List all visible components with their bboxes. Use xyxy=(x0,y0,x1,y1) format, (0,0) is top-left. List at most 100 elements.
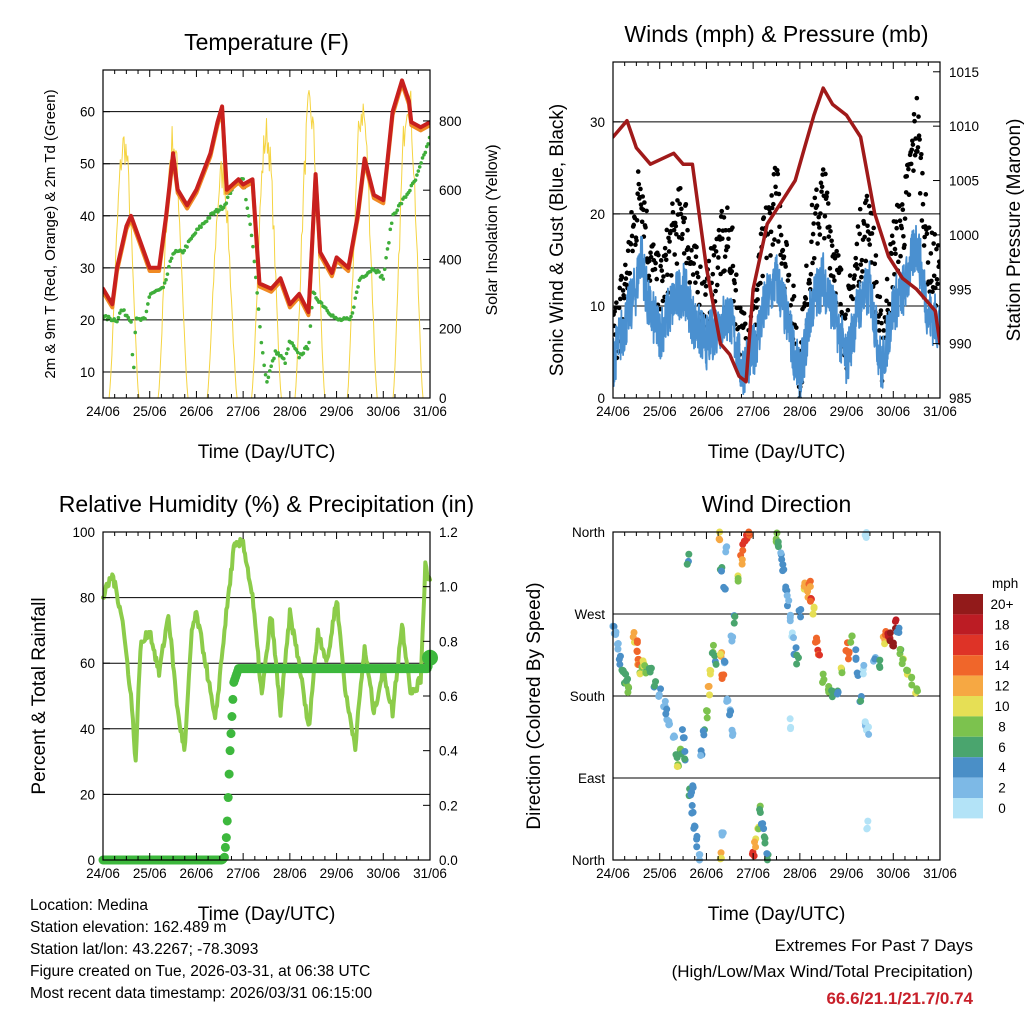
x-tick-label: 30/06 xyxy=(366,866,400,881)
y-right-tick-label: 400 xyxy=(439,252,462,267)
gust-point xyxy=(804,263,809,269)
gust-point xyxy=(673,223,679,229)
dewpoint-point xyxy=(403,195,408,199)
plot-frame xyxy=(102,531,431,861)
gust-point xyxy=(865,223,870,229)
gust-point xyxy=(683,201,689,207)
gust-point xyxy=(791,294,797,299)
direction-point xyxy=(720,671,728,679)
gust-point xyxy=(661,274,666,279)
x-tick-label: 30/06 xyxy=(876,404,910,419)
gust-point xyxy=(820,167,826,172)
direction-point xyxy=(863,824,871,832)
dewpoint-point xyxy=(130,352,135,357)
gust-point xyxy=(823,171,828,177)
info-elevation: Station elevation: 162.489 m xyxy=(30,919,226,936)
gust-point xyxy=(910,138,915,144)
gust-point xyxy=(716,227,722,233)
x-tick-label: 29/06 xyxy=(320,866,354,881)
y-tick-label: 10 xyxy=(590,299,605,314)
gust-point xyxy=(897,218,903,224)
x-tick-label: 31/06 xyxy=(413,404,447,419)
gust-point xyxy=(628,241,634,247)
dewpoint-point xyxy=(276,351,280,355)
gust-point xyxy=(678,211,684,217)
gust-point xyxy=(729,269,735,274)
direction-point xyxy=(806,583,814,591)
gust-point xyxy=(818,180,824,186)
y-tick-label: 20 xyxy=(80,313,95,328)
gust-point xyxy=(838,301,843,307)
dewpoint-point xyxy=(169,256,174,261)
dewpoint-point xyxy=(122,308,126,312)
colorbar-swatch xyxy=(953,594,983,615)
gust-point xyxy=(887,301,892,307)
gust-point xyxy=(629,233,635,239)
direction-point xyxy=(860,661,868,669)
gust-point xyxy=(811,255,817,261)
gust-point xyxy=(767,210,773,216)
direction-point xyxy=(750,852,758,860)
direction-point xyxy=(624,688,632,696)
dewpoint-point xyxy=(224,201,229,205)
gust-point xyxy=(899,202,905,207)
direction-point xyxy=(614,645,622,653)
gust-point xyxy=(691,261,697,266)
dewpoint-point xyxy=(258,324,262,329)
direction-point xyxy=(751,838,759,846)
precip-point xyxy=(222,816,232,826)
direction-point xyxy=(633,637,641,645)
gust-point xyxy=(671,227,677,233)
gust-point xyxy=(698,264,703,270)
dewpoint-point xyxy=(249,233,254,238)
gust-point xyxy=(633,242,638,248)
dewpoint-point xyxy=(399,201,404,206)
gust-point xyxy=(808,271,814,277)
gust-point xyxy=(663,257,669,263)
dewpoint-point xyxy=(165,272,170,276)
panel-humidity: 24/06 25/06 26/06 27/06 28/06 29/06 30/06 31/06… xyxy=(29,491,474,925)
station-pressure-line xyxy=(613,86,940,384)
info-recent: Most recent data timestamp: 2026/03/31 0… xyxy=(30,985,372,1002)
gust-point xyxy=(769,193,774,198)
gust-point xyxy=(909,147,915,153)
plot-area xyxy=(609,528,922,864)
direction-point xyxy=(864,817,872,825)
dewpoint-point xyxy=(217,208,222,212)
dewpoint-point xyxy=(182,248,187,253)
gust-point xyxy=(652,266,658,272)
x-tick-label: 31/06 xyxy=(923,404,957,419)
dewpoint-point xyxy=(193,231,198,235)
gust-point xyxy=(721,215,727,220)
gust-point xyxy=(809,202,815,208)
gust-point xyxy=(664,227,670,233)
gust-point xyxy=(843,312,848,317)
gust-point xyxy=(813,211,818,216)
colorbar-label: 0 xyxy=(998,801,1006,816)
gust-point xyxy=(783,264,788,269)
gust-point xyxy=(734,272,739,278)
dewpoint-point xyxy=(167,264,171,269)
gust-point xyxy=(679,206,684,212)
direction-point xyxy=(662,710,670,718)
direction-point xyxy=(706,691,714,699)
gust-point xyxy=(884,298,889,304)
x-axis-label: Time (Day/UTC) xyxy=(198,442,336,463)
colorbar-swatch xyxy=(953,716,983,737)
dewpoint-point xyxy=(104,314,108,318)
x-tick-label: 26/06 xyxy=(690,404,724,419)
gust-point xyxy=(934,277,940,282)
dewpoint-point xyxy=(301,351,306,356)
direction-point xyxy=(777,549,785,557)
dewpoint-point xyxy=(246,214,251,218)
gust-point xyxy=(912,118,917,124)
gust-point xyxy=(855,224,861,229)
gust-point xyxy=(915,149,920,154)
gust-point xyxy=(674,261,680,266)
gust-point xyxy=(906,166,911,172)
chart-title: Wind Direction xyxy=(702,491,852,517)
gust-point xyxy=(638,202,644,207)
direction-point xyxy=(865,730,873,738)
direction-point xyxy=(678,726,686,734)
gust-point xyxy=(635,169,641,174)
